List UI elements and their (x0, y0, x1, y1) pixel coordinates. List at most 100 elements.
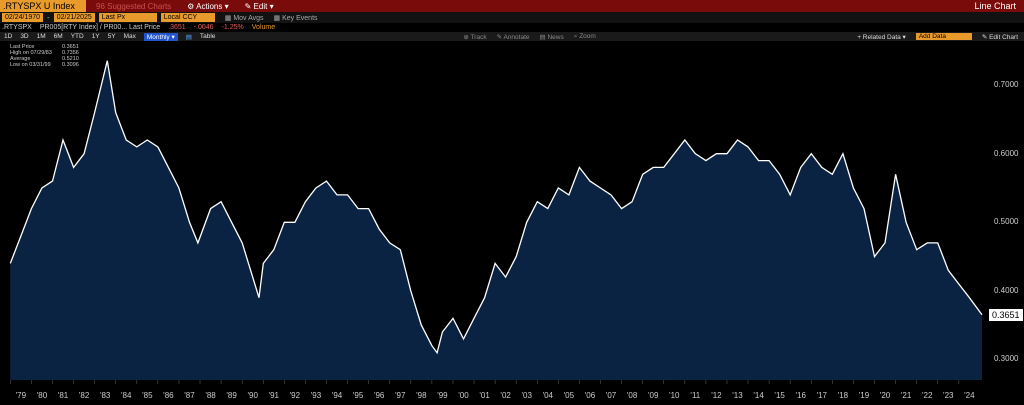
track-tool[interactable]: ⊕ Track (463, 33, 486, 41)
period-3d[interactable]: 3D (20, 33, 29, 40)
chart-legend: Last Price 0.3651 High on 07/29/83 0.7356 … (10, 44, 90, 68)
x-tick-label: '15 (774, 391, 785, 400)
x-tick-label: '92 (289, 391, 301, 400)
x-tick-label: '08 (626, 391, 638, 400)
x-tick-label: '99 (437, 391, 448, 400)
x-tick-label: '86 (163, 391, 174, 400)
period-6m[interactable]: 6M (53, 33, 63, 40)
y-tick-label: 0.4000 (994, 285, 1019, 295)
actions-icon: ⚙ (187, 1, 197, 11)
start-date-field[interactable]: 02/24/1970 (2, 13, 44, 22)
series-pct: -1.25% (221, 24, 244, 31)
x-tick-label: '24 (964, 391, 975, 400)
x-tick-label: '22 (921, 391, 933, 400)
suggested-charts-link[interactable]: 96 Suggested Charts (96, 1, 172, 11)
period-1d[interactable]: 1D (4, 33, 13, 40)
mov-avgs-label: Mov Avgs (233, 14, 264, 22)
table-button[interactable]: Table (199, 33, 216, 40)
x-tick-label: '00 (458, 391, 469, 400)
legend-row: Average 0.5210 (10, 56, 90, 62)
frequency-select[interactable]: Monthly ▾ (143, 32, 178, 41)
x-tick-label: '03 (521, 391, 532, 400)
series-info-bar: .RTYSPX PR005[RTY Index] / PR00... Last … (0, 23, 1024, 32)
volume-toggle[interactable]: Volume (251, 24, 276, 31)
period-5y[interactable]: 5Y (107, 33, 116, 40)
price-line (9, 60, 983, 355)
x-tick-label: '84 (121, 391, 132, 400)
right-tools: + Related Data ▾ Add Data ✎ Edit Chart (857, 33, 1024, 41)
x-tick-label: '96 (373, 391, 385, 400)
title-bar: .RTYSPX U Index 96 Suggested Charts ⚙ Ac… (0, 0, 1024, 12)
legend-row: Low on 03/31/99 0.3096 (10, 62, 90, 68)
tools-group: ⊕ Track ✎ Annotate ▤ News ⌕ Zoom (463, 33, 595, 41)
x-tick-label: '07 (605, 391, 617, 400)
x-tick-label: '95 (352, 391, 364, 400)
series-name: .RTYSPX (2, 24, 32, 31)
y-tick-label: 0.7000 (994, 80, 1019, 90)
x-tick-label: '83 (99, 391, 111, 400)
legend-value: 0.5210 (62, 56, 79, 62)
key-events-icon: ▦ (273, 14, 283, 22)
x-tick-label: '98 (416, 391, 427, 400)
period-bar: 1D 3D 1M 6M YTD 1Y 5Y Max Monthly ▾ ▤ Ta… (0, 32, 1024, 41)
chart-view-icon[interactable]: ▤ (185, 33, 192, 41)
legend-label: Low on 03/31/99 (10, 62, 51, 68)
related-data-button[interactable]: + Related Data ▾ (857, 33, 906, 41)
series-last: .3651 (168, 24, 186, 31)
y-tick-label: 0.5000 (994, 217, 1019, 227)
mov-avgs-toggle[interactable]: ▦ Mov Avgs (225, 14, 264, 22)
legend-row: Last Price 0.3651 (10, 44, 90, 50)
x-tick-label: '80 (36, 391, 48, 400)
x-tick-label: '04 (542, 391, 554, 400)
actions-label: Actions (196, 1, 223, 11)
x-tick-label: '16 (795, 391, 806, 400)
currency-select[interactable]: Local CCY (160, 13, 215, 22)
key-events-toggle[interactable]: ▦ Key Events (274, 14, 318, 22)
x-tick-label: '12 (711, 391, 722, 400)
chart-type-title: Line Chart (974, 1, 1016, 11)
zoom-label: Zoom (579, 32, 596, 40)
track-label: Track (470, 33, 487, 41)
news-tool[interactable]: ▤ News (540, 33, 564, 41)
x-tick-label: '90 (247, 391, 258, 400)
edit-chart-icon: ✎ (981, 33, 990, 41)
news-label: News (547, 33, 564, 41)
add-data-input[interactable]: Add Data (915, 33, 972, 40)
edit-label: Edit (253, 1, 268, 11)
legend-label: Average (10, 56, 31, 62)
period-1y[interactable]: 1Y (91, 33, 100, 40)
actions-menu[interactable]: ⚙ Actions ▾ (187, 1, 229, 11)
x-tick-label: '02 (500, 391, 511, 400)
period-ytd[interactable]: YTD (70, 33, 84, 40)
x-tick-label: '88 (205, 391, 216, 400)
last-value-label: 0.3651 (989, 309, 1023, 321)
edit-chart-button[interactable]: ✎ Edit Chart (982, 33, 1018, 41)
x-tick-label: '93 (310, 391, 322, 400)
price-field-select[interactable]: Last Px (98, 13, 157, 22)
period-1m[interactable]: 1M (36, 33, 46, 40)
date-range-bar: 02/24/1970 - 02/21/2025 Last Px Local CC… (0, 12, 1024, 23)
legend-value: 0.3651 (62, 44, 79, 50)
x-tick-label: '97 (395, 391, 406, 400)
zoom-tool[interactable]: ⌕ Zoom (574, 33, 596, 41)
ticker-field[interactable]: .RTYSPX U Index (0, 0, 86, 12)
period-max[interactable]: Max (123, 33, 136, 40)
x-tick-label: '05 (563, 391, 575, 400)
x-tick-label: '79 (15, 391, 27, 400)
x-tick-label: '21 (900, 391, 912, 400)
edit-menu[interactable]: ✎ Edit ▾ (244, 1, 274, 11)
x-tick-marks (10, 380, 960, 384)
x-tick-label: '85 (142, 391, 153, 400)
series-desc: PR005[RTY Index] / PR00... Last Price (39, 24, 161, 31)
x-tick-label: '11 (690, 391, 701, 400)
related-plus-icon: + (857, 33, 863, 41)
legend-value: 0.7356 (62, 50, 79, 56)
annotate-tool[interactable]: ✎ Annotate (497, 33, 530, 41)
x-tick-label: '89 (226, 391, 237, 400)
frequency-label: Monthly (146, 33, 170, 41)
x-tick-label: '01 (479, 391, 490, 400)
related-label: Related Data (862, 33, 901, 41)
x-tick-label: '10 (669, 391, 680, 400)
end-date-field[interactable]: 02/21/2025 (53, 13, 95, 22)
